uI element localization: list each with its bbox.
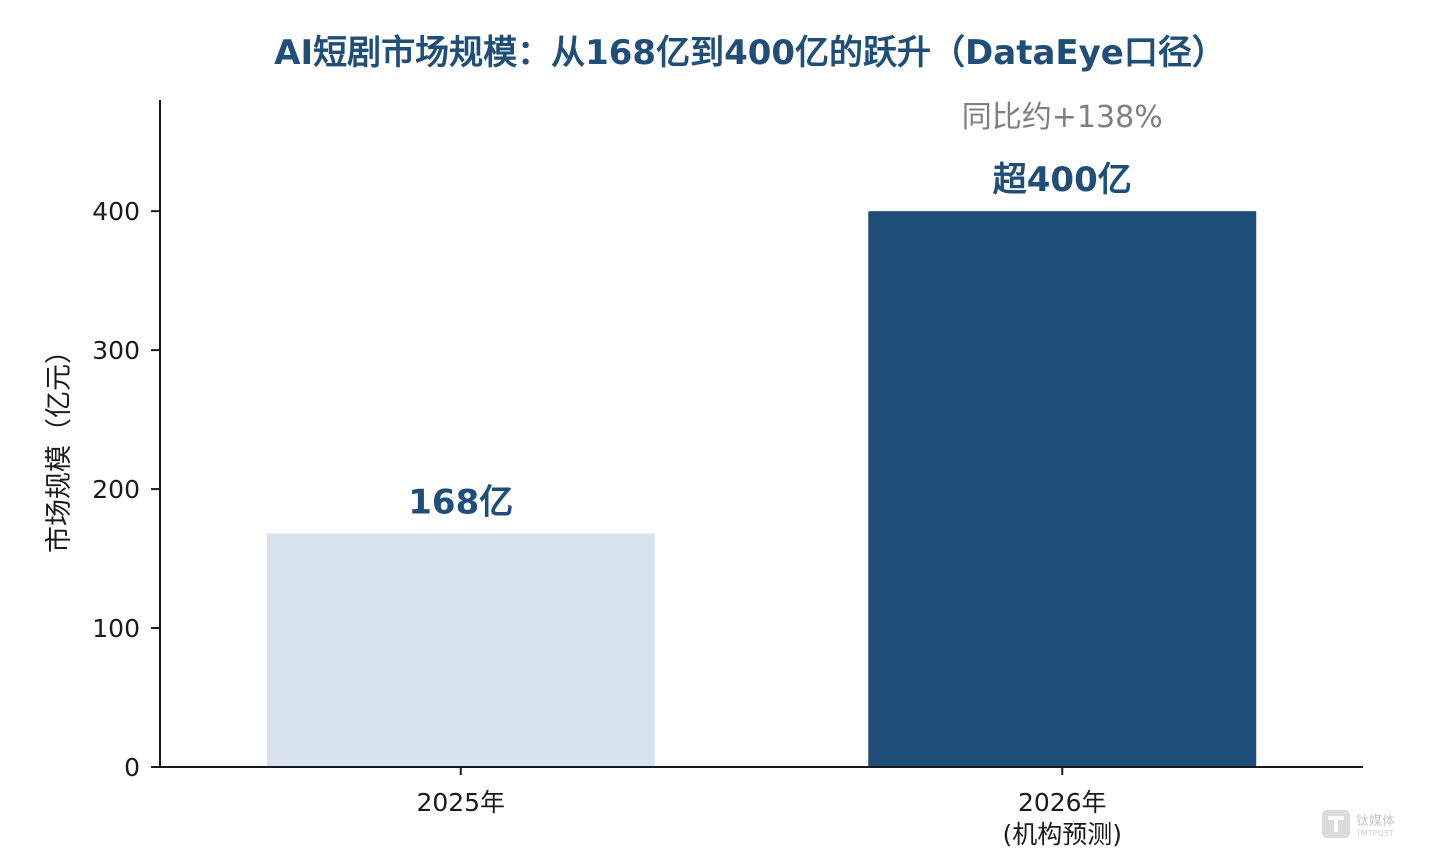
data-labels-group: 168亿 超400亿: [408, 160, 1131, 522]
watermark-text: 钛媒体: [1356, 814, 1395, 829]
x-tick-label: 2026年: [1018, 788, 1107, 817]
y-axis-label: 市场规模（亿元）: [44, 337, 75, 553]
chart-title: AI短剧市场规模：从168亿到400亿的跃升（DataEye口径）: [274, 33, 1226, 73]
x-tick-label: 2025年: [416, 788, 505, 817]
data-label-2: 超400亿: [993, 160, 1132, 200]
x-tick-label: (机构预测): [1002, 820, 1122, 849]
x-ticks-group: 2025年 2026年 (机构预测): [416, 767, 1122, 849]
tmtpost-logo-icon: [1322, 810, 1350, 838]
y-tick-label: 400: [92, 197, 140, 226]
watermark-subtext: TMTPOST: [1355, 829, 1394, 838]
watermark: 钛媒体 TMTPOST: [1322, 810, 1395, 838]
bars-group: [266, 211, 1257, 767]
y-ticks-group: 0 100 200 300 400: [92, 197, 160, 782]
y-tick-label: 0: [124, 753, 140, 782]
y-tick-label: 200: [92, 475, 140, 504]
y-tick-label: 100: [92, 614, 140, 643]
bar-1: [266, 533, 655, 767]
growth-annotation: 同比约+138%: [962, 100, 1163, 135]
bar-2: [868, 211, 1257, 767]
data-label-1: 168亿: [408, 483, 513, 523]
y-tick-label: 300: [92, 336, 140, 365]
annotations-group: 同比约+138%: [962, 100, 1163, 135]
